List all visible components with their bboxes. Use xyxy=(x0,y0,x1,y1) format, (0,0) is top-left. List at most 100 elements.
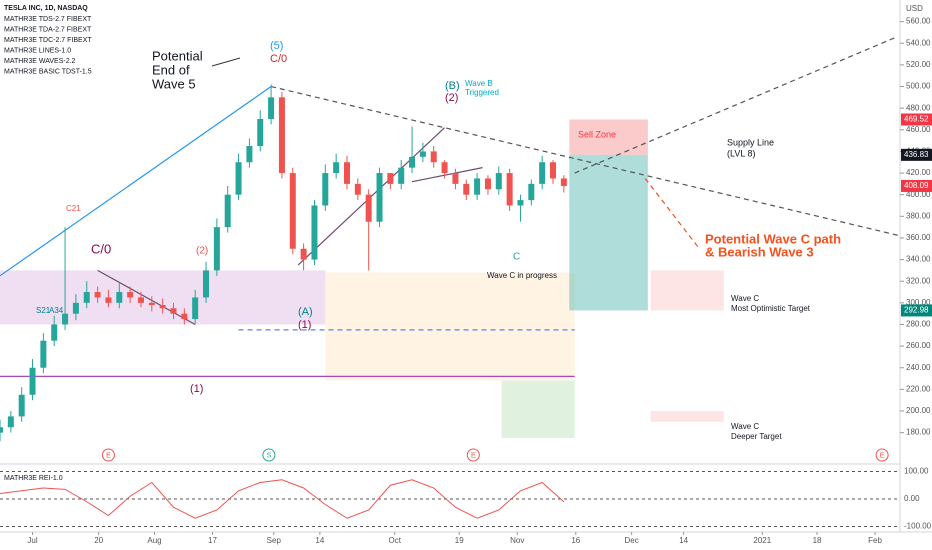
y-tick-label: 460.00 xyxy=(906,125,931,134)
annotation: A34 xyxy=(49,306,64,315)
candle-body xyxy=(484,178,491,190)
annotation: (2) xyxy=(445,92,458,104)
zone xyxy=(0,270,326,325)
x-tick-label: 18 xyxy=(813,536,822,545)
zone xyxy=(650,270,724,311)
candle-body xyxy=(539,162,546,184)
candle-body xyxy=(419,151,426,157)
candle-body xyxy=(474,178,481,195)
candle-body xyxy=(7,416,14,428)
x-tick-label: Oct xyxy=(388,536,401,545)
price-tag-label: 292.98 xyxy=(904,306,929,315)
indicator-label: MATHR3E WAVES-2.2 xyxy=(4,58,76,65)
y-tick-label: 180.00 xyxy=(906,428,931,437)
candle-body xyxy=(235,162,242,195)
osc-line xyxy=(0,479,565,519)
x-tick-label: 16 xyxy=(571,536,580,545)
zone xyxy=(325,272,575,381)
trend-line xyxy=(574,37,895,174)
candle-body xyxy=(203,270,210,298)
x-tick-label: Sep xyxy=(267,536,282,545)
annotation: (LVL 8) xyxy=(727,148,756,158)
indicator-label: MATHR3E BASIC TDST-1.5 xyxy=(4,68,92,75)
candle-body xyxy=(387,173,394,184)
trend-line xyxy=(97,269,196,326)
candle-body xyxy=(560,178,567,187)
candle-body xyxy=(322,173,329,206)
annotation: C/0 xyxy=(270,53,287,65)
candle-body xyxy=(495,173,502,190)
candle-body xyxy=(18,394,25,417)
chart-title: TESLA INC, 1D, NASDAQ xyxy=(4,5,88,12)
price-tag-label: 408.09 xyxy=(904,181,929,190)
candle-body xyxy=(550,162,557,179)
annotation: C21 xyxy=(66,204,81,213)
candle-body xyxy=(311,205,318,260)
x-tick-label: Aug xyxy=(147,536,161,545)
y-tick-label: 520.00 xyxy=(906,60,931,69)
annotation: C/0 xyxy=(91,241,111,256)
y-tick-label: 100.00 xyxy=(904,467,929,476)
zone xyxy=(569,119,648,155)
event-label: E xyxy=(880,452,885,459)
y-tick-label: -100.00 xyxy=(904,522,932,531)
candle-body xyxy=(409,156,416,168)
y-tick-label: 400.00 xyxy=(906,190,931,199)
y-tick-label: 380.00 xyxy=(906,211,931,220)
candle-body xyxy=(137,297,144,303)
candle-body xyxy=(289,173,296,249)
candle-body xyxy=(430,151,437,163)
annotation: (A) xyxy=(298,306,313,318)
candle-body xyxy=(528,183,535,201)
candle-body xyxy=(192,297,199,320)
y-tick-label: 480.00 xyxy=(906,103,931,112)
candle-body xyxy=(506,173,513,206)
candle-body xyxy=(452,173,459,184)
candle-body xyxy=(463,183,470,195)
y-tick-label: 200.00 xyxy=(906,406,931,415)
y-tick-label: 220.00 xyxy=(906,384,931,393)
annotation: Wave B xyxy=(465,79,493,88)
x-tick-label: 14 xyxy=(679,536,688,545)
candle-body xyxy=(354,183,361,195)
y-tick-label: 240.00 xyxy=(906,363,931,372)
y-tick-label: 340.00 xyxy=(906,255,931,264)
osc-title: MATHR3E REI-1.0 xyxy=(4,475,63,482)
candle-body xyxy=(116,292,123,303)
y-tick-label: 360.00 xyxy=(906,233,931,242)
price-tag xyxy=(901,148,932,161)
candle-body xyxy=(398,167,405,184)
candle-body xyxy=(105,297,112,303)
x-tick-label: 17 xyxy=(208,536,217,545)
annotation: (2) xyxy=(196,246,208,257)
y-tick-label: 300.00 xyxy=(906,298,931,307)
candle-body xyxy=(213,227,220,271)
x-tick-label: 14 xyxy=(315,536,324,545)
plot xyxy=(0,37,901,442)
annotation: (5) xyxy=(270,40,283,52)
y-tick-label: 420.00 xyxy=(906,168,931,177)
zone xyxy=(650,411,724,422)
x-tick-label: Jul xyxy=(27,536,37,545)
y-tick-label: 560.00 xyxy=(906,17,931,26)
y-tick-label: 540.00 xyxy=(906,38,931,47)
price-tag-label: 469.52 xyxy=(904,115,929,124)
candle-body xyxy=(181,313,188,320)
candle-body xyxy=(29,367,36,395)
candle-body xyxy=(62,313,69,325)
annotation: Wave 5 xyxy=(152,76,196,91)
x-tick-label: Nov xyxy=(510,536,524,545)
candle-body xyxy=(246,146,253,163)
annotation: C xyxy=(513,252,520,263)
zone xyxy=(501,380,575,439)
trend-line xyxy=(0,86,272,277)
event-marker xyxy=(466,448,480,462)
x-tick-label: 2021 xyxy=(753,536,771,545)
zone xyxy=(569,154,648,311)
candle-body xyxy=(257,118,264,147)
candle-body xyxy=(224,194,231,228)
candle-body xyxy=(0,427,3,433)
candle-body xyxy=(441,162,448,174)
